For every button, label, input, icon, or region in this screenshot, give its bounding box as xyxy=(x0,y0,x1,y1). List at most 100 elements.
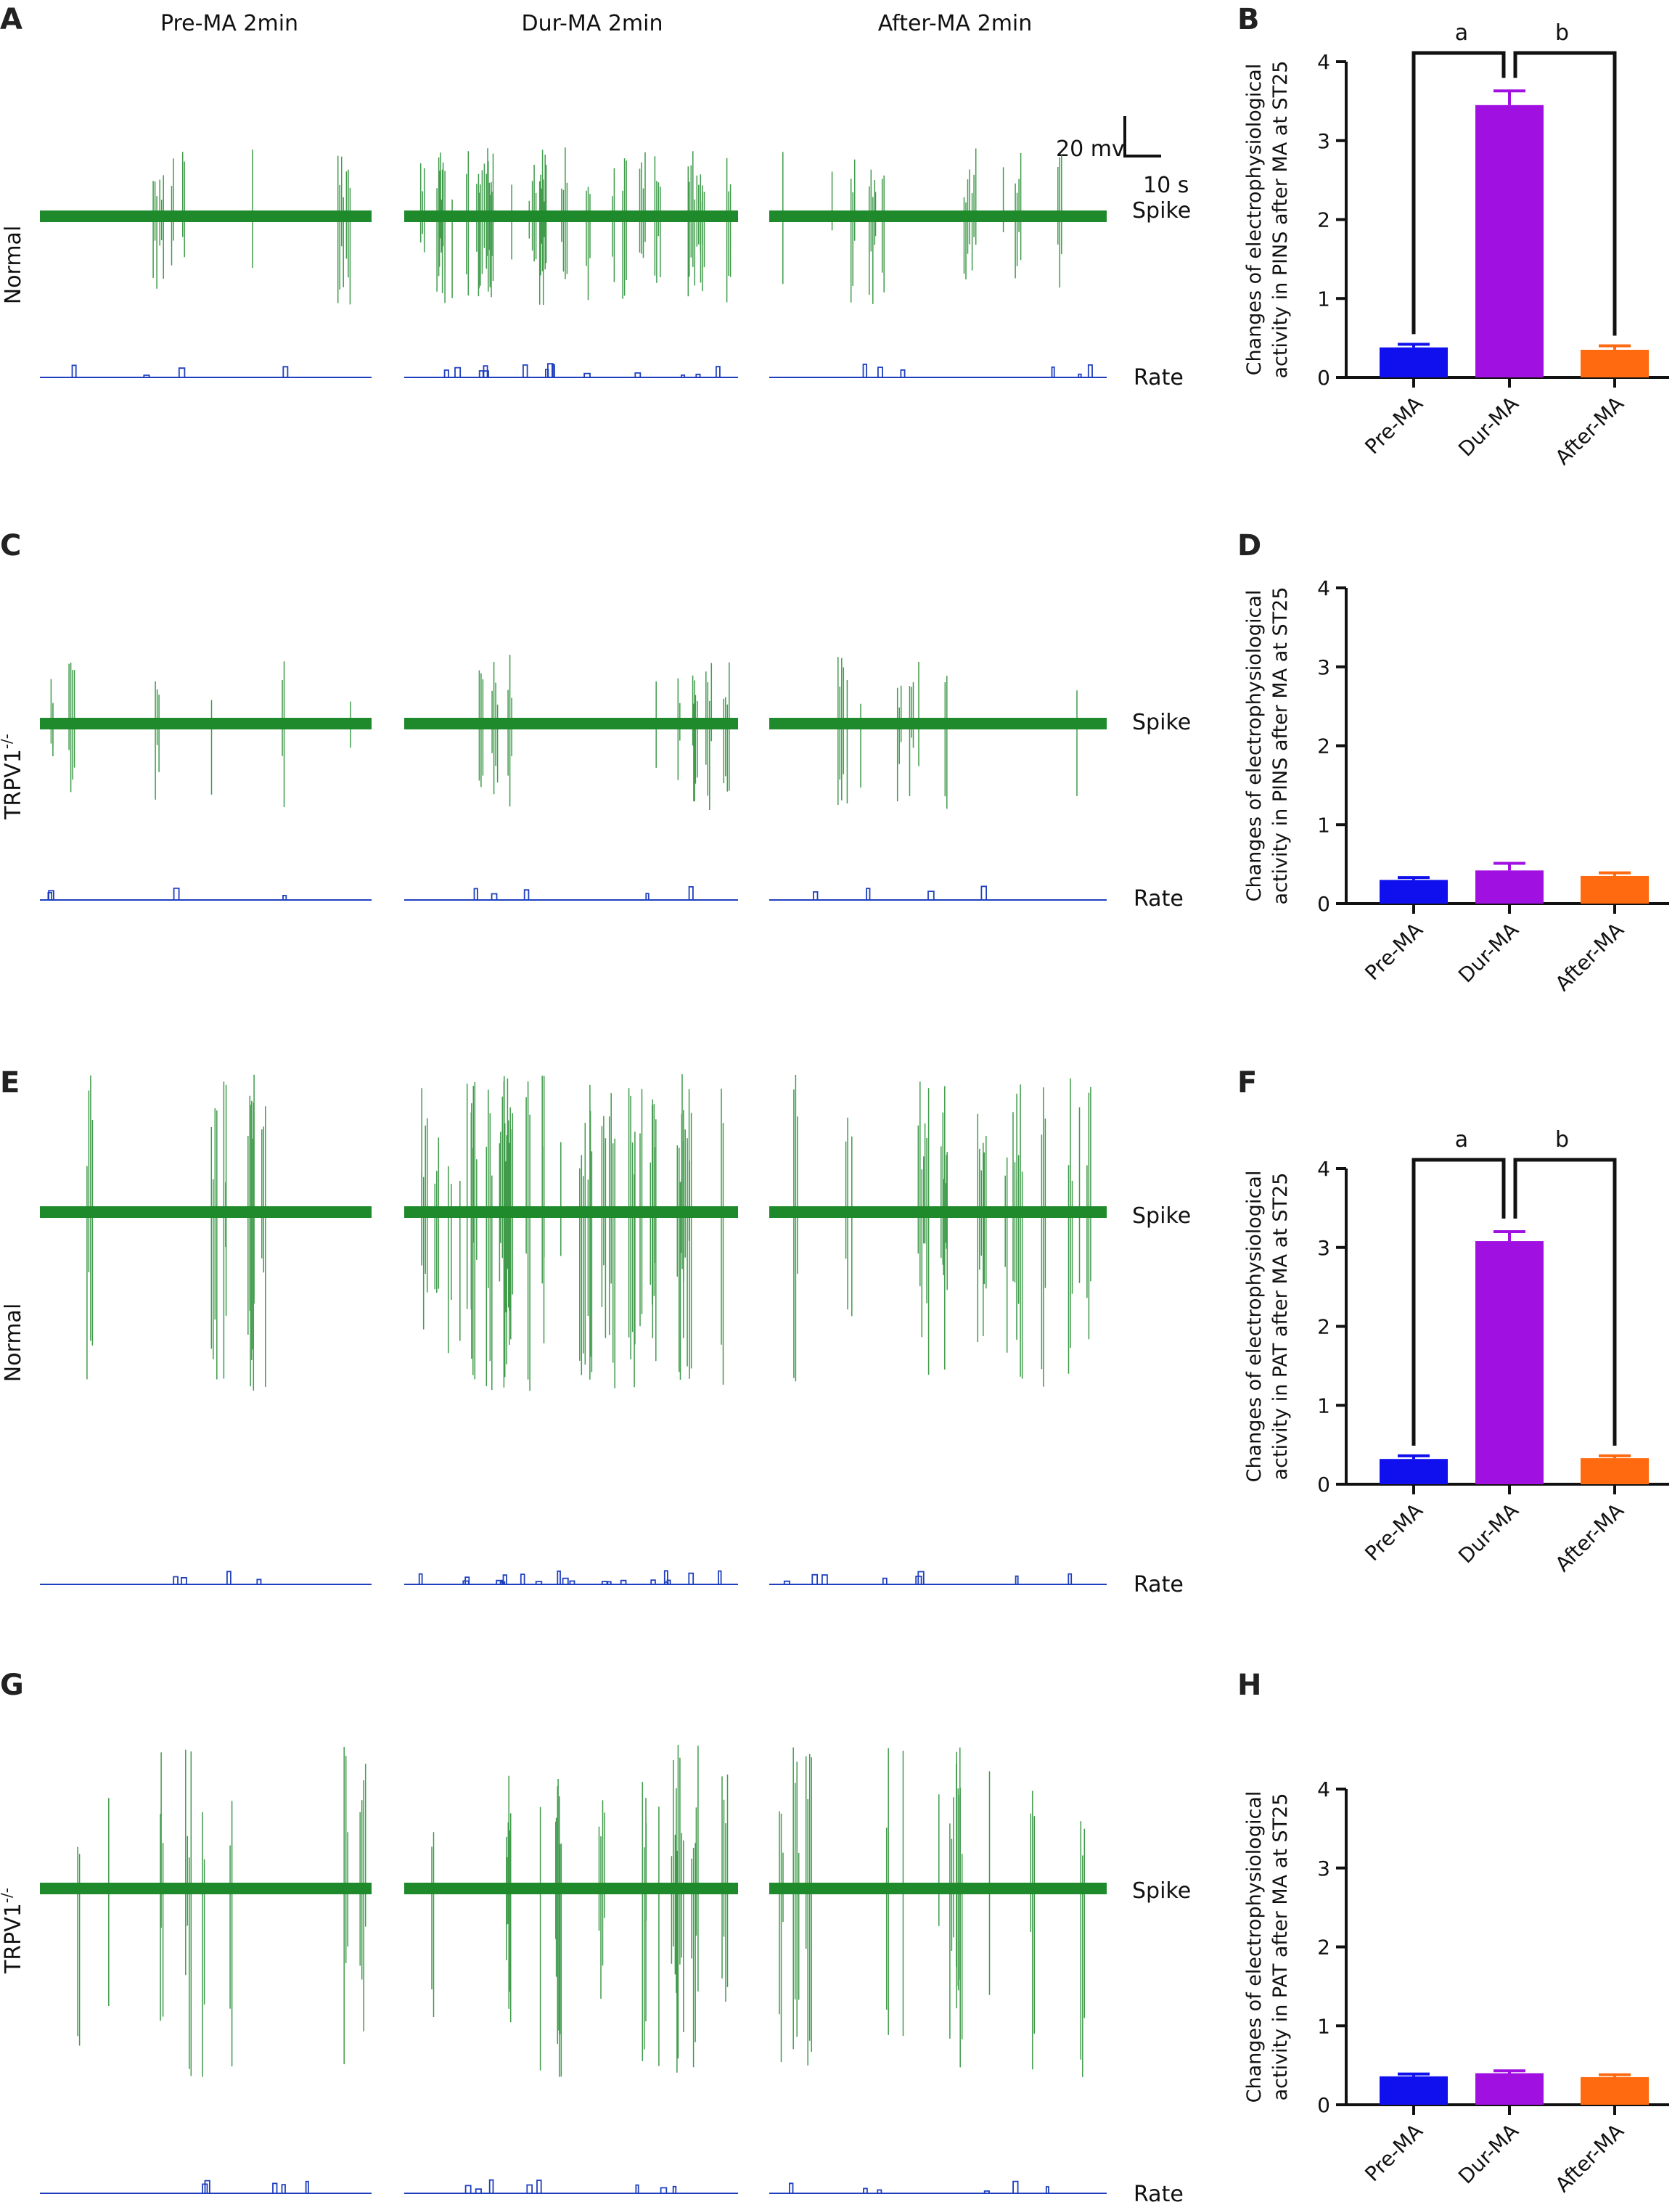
x-tick-label: After-MA xyxy=(1551,1499,1628,1576)
panel-letter: H xyxy=(1237,1669,1261,1702)
spike-trace-baseline xyxy=(40,718,372,729)
spike-label: Spike xyxy=(1132,198,1191,224)
spike-trace-baseline xyxy=(404,718,738,729)
bar-pre-ma xyxy=(1380,880,1448,904)
spike-trace-baseline xyxy=(404,1883,738,1894)
spike-trace-spikes xyxy=(50,661,351,807)
rate-histogram xyxy=(464,2179,677,2193)
spike-trace-spikes xyxy=(86,1074,266,1391)
y-tick-label: 0 xyxy=(1317,892,1330,916)
y-tick-label: 2 xyxy=(1317,1315,1330,1339)
group-label-superscript: -/- xyxy=(0,734,15,749)
group-label-text: Normal xyxy=(1,226,26,305)
significance-bracket xyxy=(1513,1158,1617,1446)
trace-row-a: A Normal Spike Rate xyxy=(0,3,1191,390)
panel-letter: F xyxy=(1237,1066,1257,1100)
significance-label: b xyxy=(1555,1127,1569,1153)
y-axis-label: activity in PINS after MA at ST25 xyxy=(1269,61,1292,379)
significance-bracket xyxy=(1513,51,1617,336)
spike-label: Spike xyxy=(1132,710,1191,735)
spike-trace-baseline xyxy=(769,718,1107,729)
scale-bar-voltage-label: 20 mv xyxy=(1056,136,1125,162)
rate-histogram xyxy=(418,1570,722,1584)
y-tick-label: 4 xyxy=(1317,576,1330,600)
rate-label: Rate xyxy=(1134,2182,1184,2207)
y-tick-label: 0 xyxy=(1317,1473,1330,1497)
scale-bar xyxy=(1123,116,1161,157)
x-tick-label: After-MA xyxy=(1551,2119,1628,2197)
bar-dur-ma xyxy=(1475,105,1544,377)
bar-after-ma xyxy=(1581,2076,1649,2105)
bar-chart-d: D 0 1 2 3 4 Changes of electrophysiological act… xyxy=(1237,529,1669,996)
y-tick-label: 2 xyxy=(1317,1936,1330,1960)
y-axis-label: Changes of electrophysiological xyxy=(1243,590,1266,902)
rate-histogram xyxy=(47,888,287,900)
y-tick-label: 1 xyxy=(1317,813,1330,837)
spike-trace-spikes xyxy=(779,1747,1086,2077)
x-tick-label: Dur-MA xyxy=(1454,918,1523,988)
scale-bar-time-label: 10 s xyxy=(1143,173,1189,198)
panel-letter: C xyxy=(0,529,21,562)
y-axis-label: Changes of electrophysiological xyxy=(1243,1791,1266,2103)
bar-chart-f: F 0 1 2 3 4 Changes of electrophysiological act… xyxy=(1237,1066,1669,1576)
y-axis-label: Changes of electrophysiological xyxy=(1243,64,1266,376)
rate-histogram xyxy=(173,1571,262,1584)
group-label-text: TRPV1 xyxy=(1,1903,26,1974)
bar-chart-b: B 0 1 2 3 4 Changes of electrophysiological act… xyxy=(1237,3,1669,470)
y-tick-label: 2 xyxy=(1317,208,1330,232)
spike-trace-baseline xyxy=(40,210,372,222)
y-tick-label: 1 xyxy=(1317,2014,1330,2038)
significance-bracket xyxy=(1411,51,1506,335)
bar-pre-ma xyxy=(1380,2076,1448,2105)
group-label-text: Normal xyxy=(1,1304,26,1383)
y-axis-label: activity in PINS after MA at ST25 xyxy=(1269,587,1292,905)
y-tick-label: 0 xyxy=(1317,2093,1330,2117)
y-tick-label: 1 xyxy=(1317,287,1330,311)
bar-dur-ma xyxy=(1475,1241,1544,1484)
y-tick-label: 3 xyxy=(1317,1857,1330,1880)
significance-bracket xyxy=(1411,1158,1506,1446)
significance-label: a xyxy=(1455,20,1468,46)
x-tick-label: Pre-MA xyxy=(1360,392,1427,459)
x-tick-label: Dur-MA xyxy=(1454,392,1523,462)
rate-histogram xyxy=(473,886,694,900)
spike-label: Spike xyxy=(1132,1203,1191,1229)
bar-after-ma xyxy=(1581,349,1649,377)
y-tick-label: 2 xyxy=(1317,734,1330,758)
spike-trace-spikes xyxy=(419,147,732,306)
x-tick-label: Dur-MA xyxy=(1454,2119,1523,2189)
y-tick-label: 3 xyxy=(1317,1236,1330,1260)
rate-histogram xyxy=(783,1571,1073,1584)
trace-row-g: G TRPV1-/- Spike Rate xyxy=(0,1669,1191,2207)
y-tick-label: 4 xyxy=(1317,1777,1330,1801)
significance-label: b xyxy=(1555,20,1569,46)
spike-trace-spikes xyxy=(421,1074,724,1391)
group-label-text: TRPV1 xyxy=(1,749,26,820)
bar-dur-ma xyxy=(1475,2073,1544,2105)
column-title: Pre-MA 2min xyxy=(160,11,298,36)
panel-letter: E xyxy=(0,1066,20,1100)
panel-letter: B xyxy=(1237,3,1260,36)
x-tick-label: Dur-MA xyxy=(1454,1499,1523,1568)
bar-after-ma xyxy=(1581,875,1649,904)
panel-letter: A xyxy=(0,3,22,36)
spike-trace-baseline xyxy=(769,210,1107,222)
rate-histogram xyxy=(443,363,721,377)
y-axis-label: activity in PAT after MA at ST25 xyxy=(1269,1793,1292,2101)
spike-label: Spike xyxy=(1132,1878,1191,1904)
y-axis-label: activity in PAT after MA at ST25 xyxy=(1269,1173,1292,1481)
x-tick-label: Pre-MA xyxy=(1360,1499,1427,1566)
x-tick-label: Pre-MA xyxy=(1360,2119,1427,2187)
group-label: TRPV1-/- xyxy=(0,1888,26,1974)
spike-trace-baseline xyxy=(40,1206,372,1218)
column-title: After-MA 2min xyxy=(878,11,1033,36)
y-tick-label: 3 xyxy=(1317,129,1330,153)
y-tick-label: 1 xyxy=(1317,1393,1330,1417)
bar-dur-ma xyxy=(1475,870,1544,904)
spike-trace-baseline xyxy=(40,1883,372,1894)
trace-row-e: E Normal Spike Rate xyxy=(0,1066,1191,1597)
rate-histogram xyxy=(813,885,987,900)
x-tick-label: After-MA xyxy=(1551,918,1628,996)
y-tick-label: 0 xyxy=(1317,366,1330,390)
